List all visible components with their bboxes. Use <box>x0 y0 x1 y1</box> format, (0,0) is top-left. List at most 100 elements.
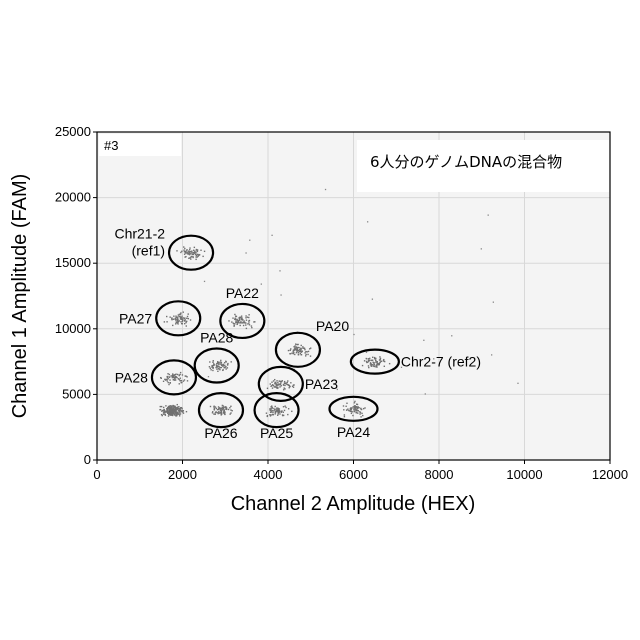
droplet-point <box>247 317 248 318</box>
droplet-point <box>243 322 244 323</box>
droplet-point <box>367 362 368 363</box>
droplet-point <box>181 408 182 409</box>
x-tick-label: 6000 <box>339 467 368 482</box>
droplet-point <box>197 249 198 250</box>
droplet-point <box>370 362 371 363</box>
droplet-point <box>183 410 184 411</box>
droplet-point <box>291 352 292 353</box>
droplet-point <box>236 319 237 320</box>
droplet-point <box>234 323 235 324</box>
droplet-point <box>171 319 172 320</box>
droplet-point <box>166 411 167 412</box>
droplet-point <box>344 416 345 417</box>
droplet-point <box>291 411 292 412</box>
droplet-point <box>284 387 285 388</box>
droplet-point <box>373 365 374 366</box>
droplet-point <box>177 322 178 323</box>
droplet-point <box>163 381 164 382</box>
droplet-point <box>163 413 164 414</box>
droplet-point <box>293 352 294 353</box>
droplet-point <box>193 250 194 251</box>
droplet-point <box>368 358 369 359</box>
droplet-point <box>213 413 214 414</box>
droplet-point <box>366 358 367 359</box>
droplet-point <box>278 413 279 414</box>
droplet-point <box>285 383 286 384</box>
droplet-point <box>180 312 181 313</box>
droplet-point <box>169 376 170 377</box>
droplet-point <box>299 351 300 352</box>
droplet-point <box>190 251 191 252</box>
droplet-point <box>229 407 230 408</box>
droplet-point <box>230 412 231 413</box>
droplet-point <box>188 258 189 259</box>
droplet-point <box>185 256 186 257</box>
droplet-point <box>363 408 364 409</box>
droplet-point <box>176 414 177 415</box>
droplet-point <box>308 351 309 352</box>
droplet-point <box>234 325 235 326</box>
droplet-point <box>307 354 308 355</box>
droplet-point <box>217 361 218 362</box>
droplet-point <box>175 407 176 408</box>
stray-droplet <box>280 294 281 295</box>
droplet-point <box>281 410 282 411</box>
droplet-point <box>344 414 345 415</box>
droplet-point <box>164 412 165 413</box>
stray-droplet <box>517 383 518 384</box>
droplet-point <box>218 364 219 365</box>
droplet-point <box>368 367 369 368</box>
droplet-point <box>215 406 216 407</box>
droplet-point <box>288 350 289 351</box>
stray-droplet <box>481 248 482 249</box>
droplet-point <box>300 351 301 352</box>
droplet-point <box>184 248 185 249</box>
droplet-point <box>270 412 271 413</box>
droplet-point <box>294 354 295 355</box>
droplet-point <box>181 411 182 412</box>
droplet-point <box>179 383 180 384</box>
droplet-point <box>181 323 182 324</box>
droplet-point <box>170 382 171 383</box>
droplet-point <box>177 409 178 410</box>
droplet-point <box>172 377 173 378</box>
stray-droplet <box>249 240 250 241</box>
droplet-point <box>220 412 221 413</box>
droplet-point <box>275 412 276 413</box>
droplet-point <box>283 384 284 385</box>
droplet-point <box>174 374 175 375</box>
droplet-point <box>171 317 172 318</box>
cluster-label: Chr2-7 (ref2) <box>401 354 481 370</box>
droplet-point <box>287 380 288 381</box>
droplet-point <box>389 363 390 364</box>
x-tick-label: 10000 <box>506 467 542 482</box>
droplet-point <box>284 410 285 411</box>
droplet-point <box>236 316 237 317</box>
cluster-label: PA26 <box>204 425 237 441</box>
stray-droplet <box>279 270 280 271</box>
droplet-point <box>175 318 176 319</box>
droplet-point <box>232 317 233 318</box>
droplet-point <box>190 253 191 254</box>
droplet-point <box>290 350 291 351</box>
droplet-point <box>243 320 244 321</box>
droplet-point <box>288 408 289 409</box>
droplet-point <box>185 375 186 376</box>
droplet-point <box>197 256 198 257</box>
droplet-point <box>177 408 178 409</box>
droplet-point <box>273 385 274 386</box>
y-tick-label: 5000 <box>62 386 91 401</box>
droplet-point <box>166 316 167 317</box>
droplet-point <box>267 388 268 389</box>
droplet-point <box>168 406 169 407</box>
droplet-point <box>183 380 184 381</box>
droplet-point <box>224 414 225 415</box>
droplet-point <box>186 376 187 377</box>
droplet-point <box>228 409 229 410</box>
droplet-point <box>280 383 281 384</box>
droplet-point <box>302 351 303 352</box>
droplet-point <box>179 314 180 315</box>
droplet-point <box>362 365 363 366</box>
droplet-point <box>160 406 161 407</box>
droplet-point <box>215 414 216 415</box>
